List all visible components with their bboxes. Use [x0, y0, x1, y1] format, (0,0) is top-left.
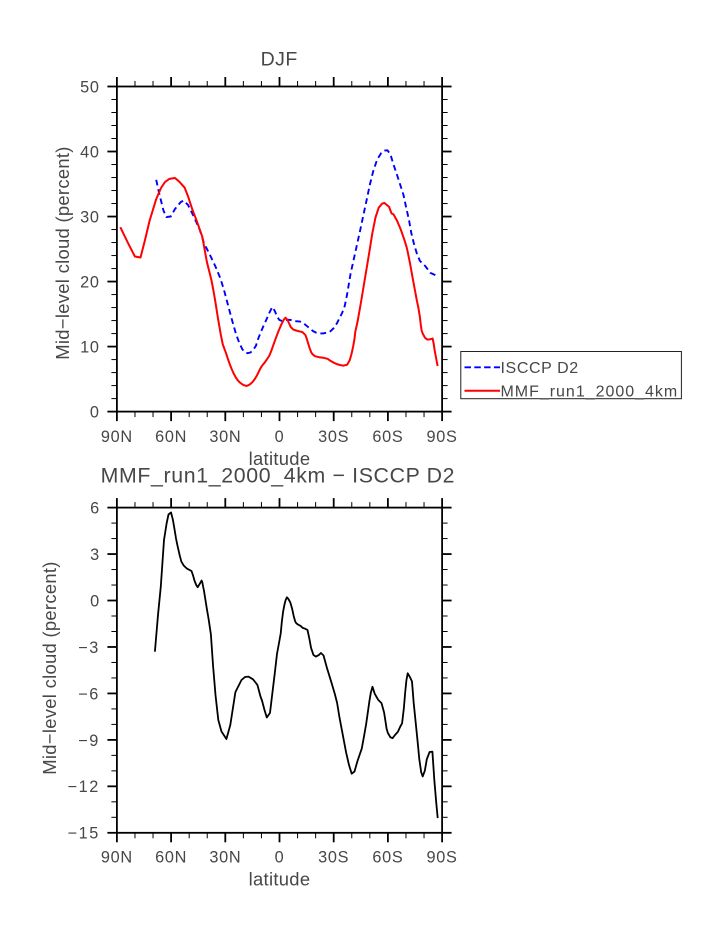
svg-text:60S: 60S: [372, 849, 403, 867]
svg-text:6: 6: [90, 500, 100, 518]
svg-text:90N: 90N: [101, 428, 133, 446]
svg-text:30N: 30N: [209, 428, 241, 446]
svg-text:20: 20: [80, 274, 100, 292]
svg-text:−3: −3: [78, 639, 100, 657]
svg-text:10: 10: [80, 339, 100, 357]
svg-text:90N: 90N: [101, 849, 133, 867]
svg-text:30S: 30S: [318, 849, 349, 867]
svg-text:MMF_run1_2000_4km: MMF_run1_2000_4km: [501, 384, 679, 401]
svg-text:−12: −12: [67, 778, 99, 796]
svg-text:30S: 30S: [318, 428, 349, 446]
svg-text:latitude: latitude: [249, 448, 311, 469]
svg-text:DJF: DJF: [261, 49, 298, 71]
svg-text:latitude: latitude: [249, 869, 311, 890]
svg-text:3: 3: [90, 546, 100, 564]
svg-text:−6: −6: [78, 685, 100, 703]
svg-text:60N: 60N: [155, 428, 187, 446]
svg-text:90S: 90S: [427, 428, 458, 446]
svg-text:ISCCP D2: ISCCP D2: [501, 360, 579, 377]
svg-text:0: 0: [90, 404, 100, 422]
svg-text:0: 0: [90, 592, 100, 610]
svg-text:−9: −9: [78, 732, 100, 750]
svg-text:−15: −15: [67, 825, 99, 843]
svg-text:Mid−level cloud (percent): Mid−level cloud (percent): [39, 561, 60, 774]
svg-text:50: 50: [80, 78, 100, 96]
svg-text:0: 0: [275, 428, 285, 446]
svg-text:60S: 60S: [372, 428, 403, 446]
svg-text:30N: 30N: [209, 849, 241, 867]
svg-text:40: 40: [80, 143, 100, 161]
svg-text:0: 0: [275, 849, 285, 867]
svg-text:90S: 90S: [427, 849, 458, 867]
svg-text:30: 30: [80, 208, 100, 226]
svg-text:60N: 60N: [155, 849, 187, 867]
svg-text:MMF_run1_2000_4km − ISCCP D2: MMF_run1_2000_4km − ISCCP D2: [101, 463, 456, 487]
svg-text:Mid−level cloud (percent): Mid−level cloud (percent): [52, 146, 73, 359]
